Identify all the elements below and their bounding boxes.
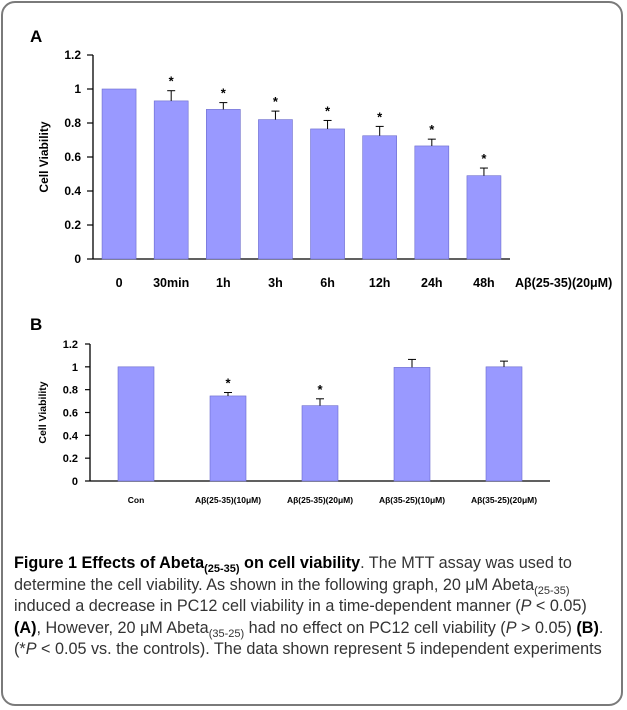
panel-a-x-tick-label: 6h [320,276,335,290]
panel-a-x-tick-label: 0 [116,276,123,290]
panel-b-y-tick-label: 0.4 [63,430,79,442]
caption-ref-a: (A) [14,618,37,637]
panel-a-significance-star: * [481,151,487,166]
panel-b-y-tick-label: 1.2 [63,339,78,351]
panel-a-bar [206,109,241,260]
panel-a-y-tick-label: 1 [74,82,81,96]
panel-a-significance-star: * [377,109,383,124]
panel-a-y-tick-label: 0.2 [64,218,81,232]
panel-a-y-tick-label: 0.4 [64,184,81,198]
figure-caption: Figure 1 Effects of Abeta(25-35) on cell… [14,553,612,661]
panel-a-x-tick-label: 12h [369,276,391,290]
panel-a-y-axis-label: Cell Viability [37,121,51,192]
caption-text-2: induced a decrease in PC12 cell viabilit… [14,597,521,615]
panel-b-y-tick-label: 0.6 [63,408,78,420]
panel-a-y-tick-label: 0.8 [64,116,81,130]
panel-a-x-tick-label: 1h [216,276,231,290]
panel-a-y-tick-label: 0.6 [64,150,81,164]
panel-a-significance-star: * [429,122,435,137]
panel-b-significance-star: * [317,382,323,397]
panel-b-x-tick-label: Aβ(35-25)(20μM) [471,495,537,505]
panel-b-bar [301,405,339,482]
caption-text-1: . The MTT assay was used to determine th… [14,554,572,594]
panel-a-significance-star: * [221,86,227,101]
caption-text-6: > 0.05) [516,618,577,637]
caption-p-3: P [25,640,37,658]
panel-a-x-axis-label: Aβ(25-35)(20μM) [515,276,612,290]
panel-a-bar [258,119,293,260]
panel-b-bar [117,366,155,482]
panel-a-x-tick-label: 3h [268,276,283,290]
panel-a-significance-star: * [169,74,175,89]
caption-p-1: P [520,597,532,615]
panel-b-y-tick-label: 0.2 [63,453,78,465]
panel-a-y-tick-label: 0 [74,252,81,266]
panel-b-y-tick-label: 1 [72,362,78,374]
panel-b-x-tick-label: Aβ(25-35)(20μM) [287,495,353,505]
caption-sub-1: (25-35) [534,584,570,597]
panel-a-bar [466,175,502,260]
caption-p-2: P [505,618,517,637]
panel-a-bar [414,145,450,260]
panel-a-bar [153,100,189,260]
caption-title-post: on cell viability [239,554,361,572]
panel-b-bar [485,366,523,482]
caption-ref-b: (B) [576,618,599,637]
panel-a-x-tick-label: 30min [153,276,189,290]
caption-title-pre: Figure 1 Effects of Abeta [14,554,205,572]
panel-b-bar [393,367,431,482]
panel-b-x-tick-label: Aβ(25-35)(10μM) [195,495,261,505]
panel-b-x-tick-label: Con [128,495,145,505]
figure-charts: A 0 0.2 0.4 0.6 0.8 1 1.2 0 * 30min * 1h * 3h * 6h * 12h * 2… [30,27,612,505]
panel-b-y-axis-label: Cell Viability [37,381,49,443]
panel-b-bar [209,395,247,482]
caption-sub-2: (35-25) [208,627,245,640]
panel-a-bar [101,88,137,260]
panel-a-y-tick-label: 1.2 [64,48,81,62]
panel-b-y-tick-label: 0.8 [63,385,78,397]
panel-a-x-tick-label: 24h [421,276,443,290]
caption-text-3: < 0.05) [531,597,587,615]
panel-a-x-tick-label: 48h [473,276,495,290]
caption-title: Figure 1 Effects of Abeta(25-35) on cell… [14,554,361,576]
panel-b-x-tick-label: Aβ(35-25)(10μM) [379,495,445,505]
panel-a-bar [362,135,397,260]
caption-text-4: , However, 20 μM Abeta [36,618,209,637]
panel-a-letter: A [30,27,42,46]
panel-b-y-tick-label: 0 [72,476,78,488]
panel-a-bar [310,128,345,260]
panel-a-significance-star: * [273,94,279,109]
panel-b-significance-star: * [225,376,231,391]
caption-text-7: . (* [14,618,604,659]
panel-a-significance-star: * [325,103,331,118]
caption-text-5: had no effect on PC12 cell viability ( [244,618,506,637]
panel-b-letter: B [30,315,42,334]
caption-text-8: < 0.05 vs. the controls). The data shown… [36,640,602,658]
caption-title-sub: (25-35) [204,563,240,576]
